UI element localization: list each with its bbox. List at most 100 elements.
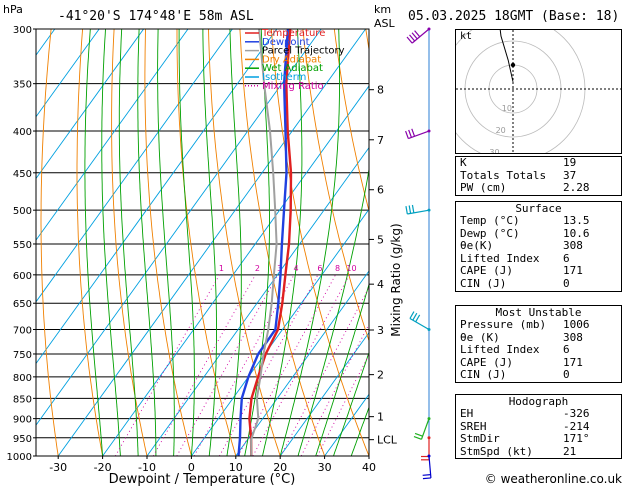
isotherm: [36, 29, 322, 426]
mixing-ratio-axis-label: Mixing Ratio (g/kg): [389, 223, 403, 336]
index-label: CIN (J): [460, 276, 507, 290]
surface-panel: Surface Temp (°C) 13.5 Dewp (°C) 10.6 θe(K) 3…: [455, 201, 622, 292]
index-row: CAPE (J) 171: [456, 355, 621, 370]
isotherm: [235, 270, 369, 456]
index-row: CIN (J) 0: [456, 369, 621, 382]
index-label: Lifted Index: [460, 251, 540, 265]
mixing-ratio-label: 1: [219, 264, 224, 273]
index-label: Lifted Index: [460, 343, 540, 357]
index-row: θe(K) 308: [456, 240, 621, 253]
temperature-tick-30: 30: [318, 461, 332, 474]
legend-label: Isotherm: [262, 72, 306, 83]
km-label: km: [374, 3, 391, 16]
index-row: Temp (°C) 13.5: [456, 214, 621, 228]
dry-adiabat: [76, 29, 104, 456]
index-row: K 19: [456, 156, 621, 170]
dry-adiabat: [302, 29, 369, 343]
isotherm: [0, 29, 10, 456]
wind-barb: [405, 204, 431, 215]
index-value: 0: [563, 276, 570, 290]
wet-adiabat: [279, 29, 341, 456]
wet-adiabat: [178, 29, 195, 456]
index-row: Lifted Index 6: [456, 344, 621, 357]
isotherm: [146, 146, 369, 456]
temperature-tick-10: 10: [229, 461, 243, 474]
wet-adiabat: [202, 29, 217, 456]
storm-motion-marker: [510, 62, 516, 68]
mixing-ratio-line: [152, 274, 256, 456]
surface-title: Surface: [515, 202, 562, 215]
index-label: CAPE (J): [460, 355, 513, 369]
index-value: 171: [563, 355, 583, 369]
index-value: 171: [563, 264, 583, 278]
isotherm: [36, 29, 144, 180]
mixing-ratio-label: 2: [255, 264, 260, 273]
index-label: Totals Totals: [460, 168, 547, 182]
datetime-title: 05.03.2025 18GMT (Base: 18): [408, 9, 619, 24]
mixing-ratio-line: [114, 274, 220, 456]
series-temperature: [248, 29, 293, 456]
index-label: θe(K): [460, 239, 494, 253]
index-row: StmDir 171°: [456, 433, 621, 446]
mixing-ratio-line: [176, 274, 279, 456]
mixing-ratio-line: [300, 323, 369, 456]
series-parcel-trajectory: [250, 29, 278, 456]
index-value: -214: [563, 419, 590, 433]
temperature-tick-20: 20: [273, 461, 287, 474]
index-value: 21: [563, 444, 577, 458]
dry-adiabat: [333, 29, 369, 213]
hodograph-panel: 10 20 30 kt: [440, 0, 622, 162]
pressure-tick-850: 850: [13, 394, 32, 405]
pressure-tick-400: 400: [13, 127, 32, 138]
index-label: Pressure (mb): [460, 318, 547, 331]
hodograph-trace: [493, 0, 514, 82]
wet-adiabat: [261, 29, 303, 456]
mixing-ratio-label: 8: [335, 264, 340, 273]
location-title: -41°20'S 174°48'E 58m ASL: [58, 9, 254, 24]
isotherm: [36, 29, 189, 241]
hodograph-table-title: Hodograph: [508, 395, 569, 408]
index-row: CIN (J) 0: [456, 276, 621, 291]
index-value: 171°: [563, 432, 590, 446]
index-value: 13.5: [563, 214, 590, 227]
wet-adiabat: [84, 29, 104, 456]
index-label: EH: [460, 407, 474, 420]
legend-label: Dry Adiabat: [262, 54, 321, 65]
index-label: K: [460, 156, 467, 169]
index-label: StmDir: [460, 432, 500, 446]
wet-adiabat: [350, 406, 369, 456]
wet-adiabat: [333, 351, 369, 456]
km-tick-lcl: LCL: [377, 434, 398, 447]
dry-adiabat: [208, 29, 281, 456]
index-row: Pressure (mb) 1006: [456, 318, 621, 332]
mixing-ratio-label: 10: [346, 264, 356, 273]
x-axis-label: Dewpoint / Temperature (°C): [109, 472, 296, 486]
index-row: EH -326: [456, 407, 621, 421]
legend-label: Dewpoint: [262, 37, 310, 48]
index-label: CAPE (J): [460, 264, 513, 278]
wind-barb: [406, 27, 431, 44]
index-value: 0: [563, 368, 570, 382]
index-label: PW (cm): [460, 181, 507, 195]
hodograph-ring: [440, 16, 586, 162]
dry-adiabat: [111, 29, 148, 456]
index-label: StmSpd (kt): [460, 444, 533, 458]
wind-barb: [422, 454, 432, 480]
km-tick-5: 5: [377, 233, 384, 246]
hpa-label: hPa: [3, 3, 23, 16]
pressure-tick-800: 800: [13, 373, 32, 384]
km-tick-8: 8: [377, 84, 384, 97]
wet-adiabat: [118, 29, 139, 456]
mixing-ratio-label: 15: [373, 264, 383, 273]
temperature-tick-0: 0: [188, 461, 195, 474]
isotherm: [57, 29, 366, 456]
index-row: Totals Totals 37: [456, 168, 621, 183]
pressure-tick-700: 700: [13, 326, 32, 337]
temperature-tick--10: -10: [138, 461, 156, 474]
index-value: 2.28: [563, 181, 590, 195]
pressure-tick-950: 950: [13, 434, 32, 445]
wet-adiabat: [315, 282, 369, 456]
wet-adiabat: [226, 29, 242, 456]
index-row: SREH -214: [456, 419, 621, 434]
